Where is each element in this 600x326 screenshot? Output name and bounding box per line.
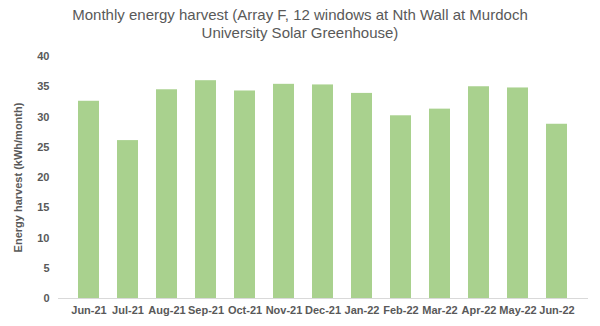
svg-text:35: 35: [37, 80, 49, 92]
svg-text:Aug-21: Aug-21: [148, 304, 185, 316]
svg-text:Jul-21: Jul-21: [112, 304, 144, 316]
svg-text:Nov-21: Nov-21: [266, 304, 303, 316]
svg-text:Jun-22: Jun-22: [539, 304, 574, 316]
svg-text:30: 30: [37, 111, 49, 123]
svg-text:0: 0: [43, 292, 49, 304]
svg-text:Jan-22: Jan-22: [345, 304, 380, 316]
svg-text:May-22: May-22: [499, 304, 536, 316]
svg-text:25: 25: [37, 141, 49, 153]
svg-text:Mar-22: Mar-22: [422, 304, 457, 316]
svg-text:Feb-22: Feb-22: [383, 304, 418, 316]
svg-text:Oct-21: Oct-21: [228, 304, 262, 316]
svg-text:5: 5: [43, 262, 49, 274]
html-text:Monthly energy harvest (Array: Monthly energy harvest (Array F, 12 wind…: [72, 6, 528, 41]
svg-text:Jun-21: Jun-21: [71, 304, 106, 316]
svg-text:40: 40: [37, 50, 49, 62]
svg-text:Dec-21: Dec-21: [305, 304, 341, 316]
svg-text:15: 15: [37, 201, 49, 213]
svg-text:Energy harvest (kWh/month): Energy harvest (kWh/month): [12, 102, 24, 252]
svg-text:Apr-22: Apr-22: [462, 304, 497, 316]
svg-text:Sep-21: Sep-21: [188, 304, 224, 316]
svg-text:20: 20: [37, 171, 49, 183]
svg-text:10: 10: [37, 232, 49, 244]
